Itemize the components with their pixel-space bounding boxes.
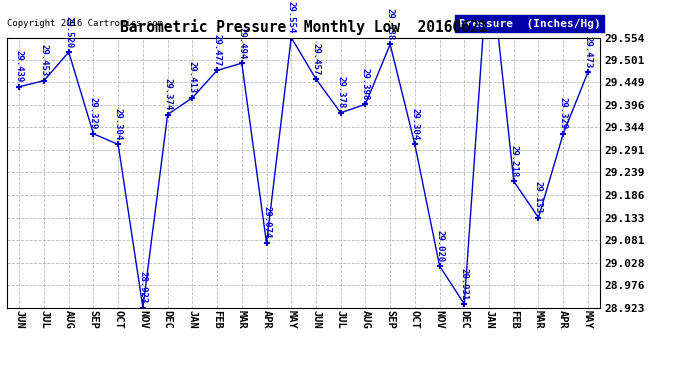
Text: 28.923: 28.923 (139, 271, 148, 303)
Text: 29.457: 29.457 (311, 43, 320, 75)
Text: Copyright 2016 Cartronics.com: Copyright 2016 Cartronics.com (7, 19, 163, 28)
Title: Barometric Pressure  Monthly Low  20160621: Barometric Pressure Monthly Low 20160621 (120, 19, 487, 35)
Text: 29.020: 29.020 (435, 230, 444, 262)
Text: 29.413: 29.413 (188, 62, 197, 94)
Text: 29.374: 29.374 (163, 78, 172, 110)
Text: 29.473: 29.473 (584, 36, 593, 68)
Text: 29.477: 29.477 (213, 34, 221, 66)
Text: 29.494: 29.494 (237, 27, 246, 59)
Text: 29.304: 29.304 (411, 108, 420, 140)
Text: 29.761: 29.761 (0, 374, 1, 375)
Text: 28.931: 28.931 (460, 268, 469, 300)
Text: 29.439: 29.439 (14, 50, 23, 82)
Text: 29.398: 29.398 (361, 68, 370, 100)
Text: 29.538: 29.538 (386, 8, 395, 40)
Text: 29.329: 29.329 (89, 98, 98, 130)
Text: 29.378: 29.378 (336, 76, 345, 109)
Text: 29.218: 29.218 (509, 145, 518, 177)
Text: 29.304: 29.304 (114, 108, 123, 140)
Text: 29.520: 29.520 (64, 16, 73, 48)
Text: 29.329: 29.329 (559, 98, 568, 130)
Text: 29.133: 29.133 (534, 181, 543, 213)
Text: 29.554: 29.554 (287, 1, 296, 33)
Text: 29.074: 29.074 (262, 207, 271, 239)
Text: Pressure  (Inches/Hg): Pressure (Inches/Hg) (459, 19, 600, 28)
Text: 29.453: 29.453 (39, 44, 48, 76)
